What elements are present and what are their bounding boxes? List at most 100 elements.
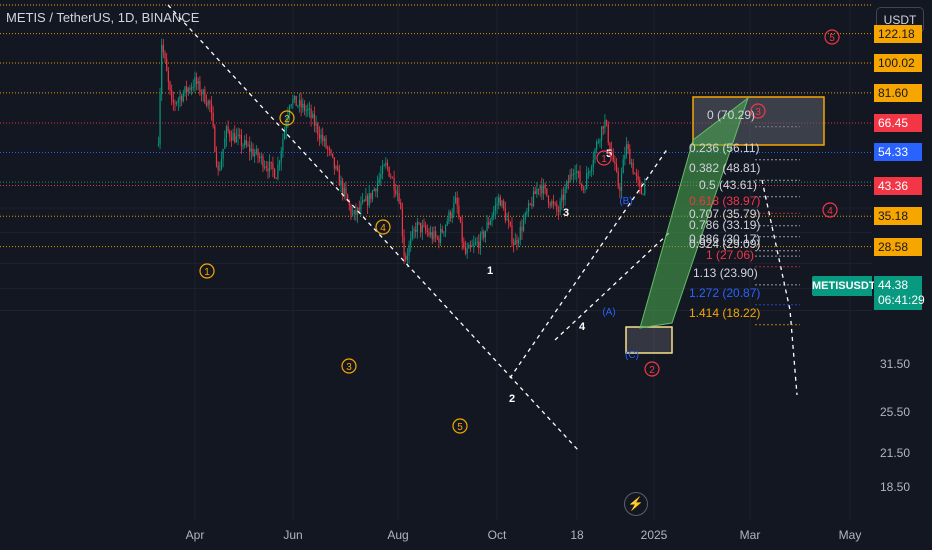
candle-body: [380, 174, 382, 179]
candle-body: [630, 163, 633, 165]
candle-body: [577, 171, 579, 173]
candle-body: [277, 164, 279, 179]
wave-label-circle: [199, 263, 215, 279]
candle-body: [225, 126, 228, 139]
wave-label: 2: [649, 365, 655, 376]
current-symbol-label: METISUSDT: [812, 276, 876, 296]
candle-body: [232, 133, 234, 141]
x-axis-tick: May: [838, 528, 862, 542]
lightning-icon[interactable]: ⚡: [624, 492, 648, 516]
candle-body: [176, 102, 178, 104]
candle-body: [632, 163, 634, 174]
candle-body: [318, 134, 321, 139]
candle-body: [250, 148, 252, 152]
wave-label: 1: [487, 265, 493, 277]
candle-body: [229, 131, 231, 137]
candle-body: [381, 166, 384, 175]
candle-body: [287, 115, 289, 124]
wave-label: 1: [601, 154, 607, 165]
candle-body: [338, 170, 340, 186]
candle-body: [363, 200, 365, 202]
candle-body: [302, 103, 304, 108]
candle-body: [498, 197, 500, 204]
candle-body: [508, 219, 510, 222]
candle-body: [167, 70, 169, 82]
fib-level-label: 0.707 (35.79): [689, 206, 761, 221]
candle-body: [297, 105, 299, 107]
candle-body: [288, 106, 291, 116]
candle-body: [189, 88, 191, 90]
candle-body: [240, 135, 242, 146]
candle-body: [614, 161, 616, 164]
candle-body: [385, 162, 387, 165]
candle-body: [224, 138, 226, 149]
price-tag: 28.58: [874, 237, 922, 256]
candle-body: [370, 193, 372, 200]
candle-body: [461, 222, 463, 243]
candle-body: [640, 185, 643, 195]
candle-body: [454, 197, 457, 203]
candle-body: [235, 136, 238, 143]
candle-body: [353, 210, 355, 215]
candle-body: [524, 213, 526, 221]
candle-body: [323, 138, 325, 141]
candle-body: [365, 195, 367, 201]
candle-body: [343, 187, 345, 195]
current-price: 44.38: [878, 278, 909, 292]
candle-body: [270, 161, 272, 163]
candle-body: [499, 197, 501, 206]
candle-body: [376, 182, 379, 192]
candle-body: [391, 177, 394, 179]
candle-body: [609, 142, 611, 150]
candle-body: [179, 96, 181, 100]
wave-label-circle: [750, 103, 766, 119]
wave-label-circle: [341, 358, 357, 374]
wave-label-circle: [822, 202, 838, 218]
fib-level-label: 1.414 (18.22): [689, 305, 761, 320]
candle-body: [479, 233, 482, 249]
candle-body: [265, 166, 267, 168]
candle-body: [273, 169, 276, 179]
candle-body: [278, 161, 281, 165]
candle-body: [181, 96, 183, 102]
candle-body: [260, 156, 262, 158]
candle-body: [486, 222, 488, 231]
wave-label: 3: [346, 362, 352, 373]
candle-body: [496, 203, 498, 206]
candle-body: [599, 140, 601, 142]
candle-body: [635, 173, 638, 176]
candle-body: [355, 210, 357, 215]
candle-body: [469, 245, 472, 247]
candle-body: [209, 100, 211, 104]
candle-body: [371, 191, 374, 200]
candle-body: [421, 225, 423, 233]
candle-body: [629, 149, 631, 165]
candle-body: [605, 120, 608, 125]
support-zone-box: [625, 326, 673, 354]
candle-body: [220, 158, 223, 170]
candle-body: [164, 52, 166, 60]
candle-body: [159, 94, 161, 145]
candle-body: [627, 144, 629, 150]
candle-body: [366, 195, 369, 206]
candle-body: [425, 225, 427, 231]
wave-label: (B): [619, 196, 632, 207]
candle-body: [504, 208, 506, 221]
candle-body: [586, 173, 588, 190]
candle-body: [215, 151, 218, 166]
candle-body: [332, 153, 334, 158]
candle-body: [418, 222, 420, 224]
candle-body: [347, 194, 349, 202]
candle-body: [416, 222, 418, 232]
fib-level-label: 0.618 (38.97): [689, 194, 761, 209]
candle-body: [431, 232, 433, 240]
candle-body: [411, 231, 413, 239]
candle-body: [430, 232, 432, 236]
candle-body: [292, 99, 294, 105]
candle-body: [166, 59, 168, 71]
candle-body: [531, 203, 533, 207]
price-tag: 100.02: [874, 53, 922, 72]
candle-body: [569, 174, 571, 183]
candle-body: [249, 144, 251, 152]
